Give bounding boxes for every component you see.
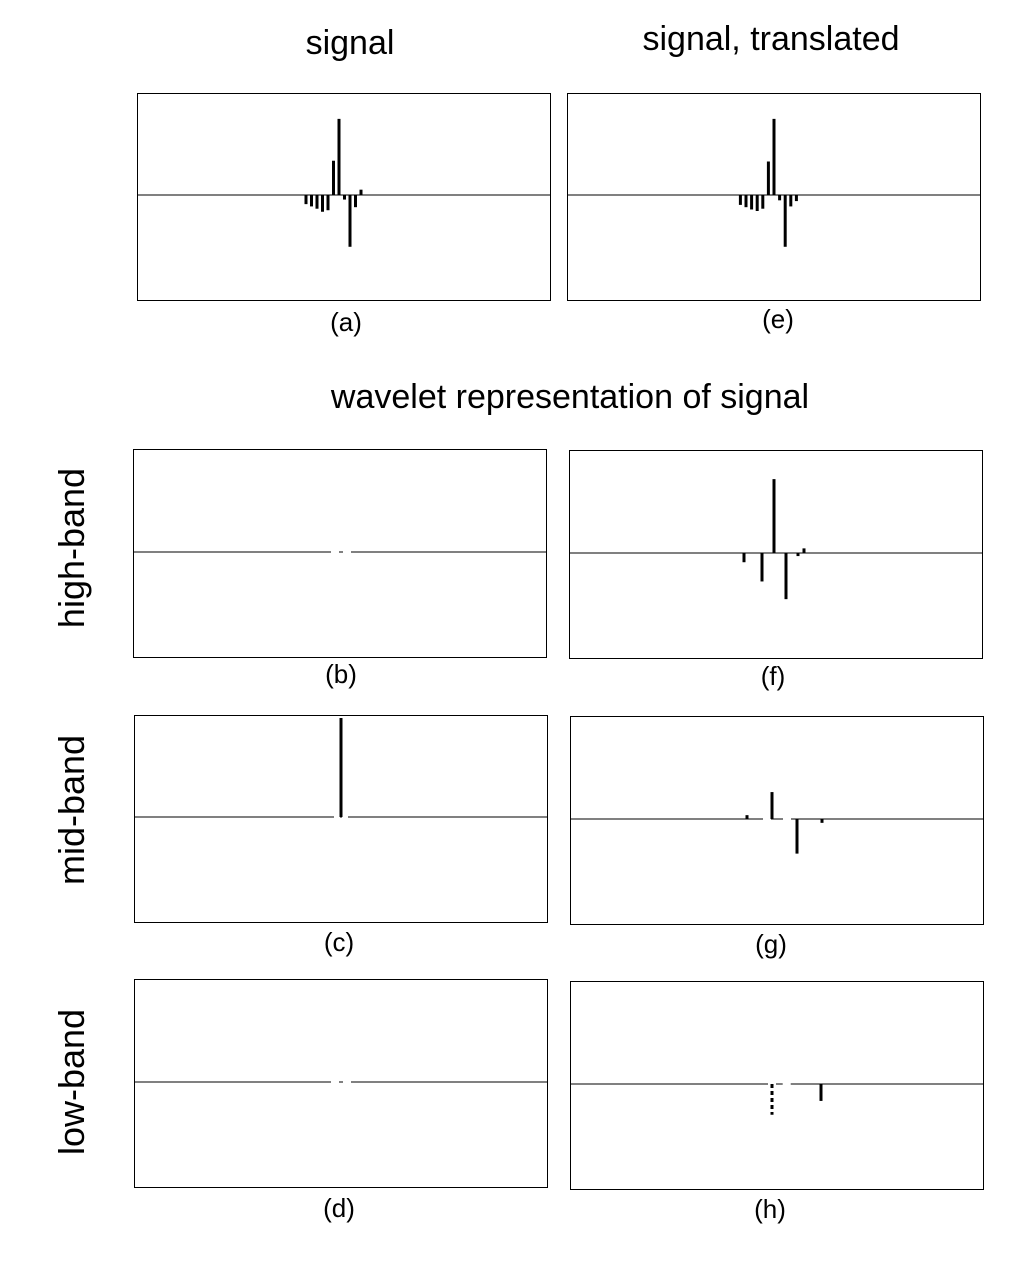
panel-c xyxy=(134,715,548,923)
plot-a xyxy=(138,118,550,247)
panel-h xyxy=(570,981,984,1190)
panel-g xyxy=(570,716,984,925)
caption-c: (c) xyxy=(323,927,355,957)
plot-f xyxy=(570,479,982,600)
caption-h: (h) xyxy=(754,1194,786,1224)
plot-b xyxy=(134,551,546,553)
row-label-mid-band: mid-band xyxy=(51,734,92,886)
panel-b xyxy=(133,449,547,658)
plot-c xyxy=(135,718,547,818)
plot-g xyxy=(571,792,983,854)
panel-a xyxy=(137,93,551,301)
caption-d: (d) xyxy=(323,1193,355,1223)
panel-f xyxy=(569,450,983,659)
row-label-high-band: high-band xyxy=(51,467,92,629)
panel-e xyxy=(567,93,981,301)
panel-d xyxy=(134,979,548,1188)
title-wavelet-representation: wavelet representation of signal xyxy=(330,378,810,416)
caption-e: (e) xyxy=(762,304,794,334)
caption-b: (b) xyxy=(325,659,357,689)
row-label-low-band: low-band xyxy=(51,1008,92,1156)
caption-g: (g) xyxy=(755,929,787,959)
title-signal: signal xyxy=(305,24,395,62)
plot-d xyxy=(135,1081,547,1083)
caption-f: (f) xyxy=(760,661,786,691)
title-signal-translated: signal, translated xyxy=(642,20,900,58)
plot-e xyxy=(568,118,980,247)
plot-h xyxy=(571,1083,983,1115)
caption-a: (a) xyxy=(330,307,362,337)
